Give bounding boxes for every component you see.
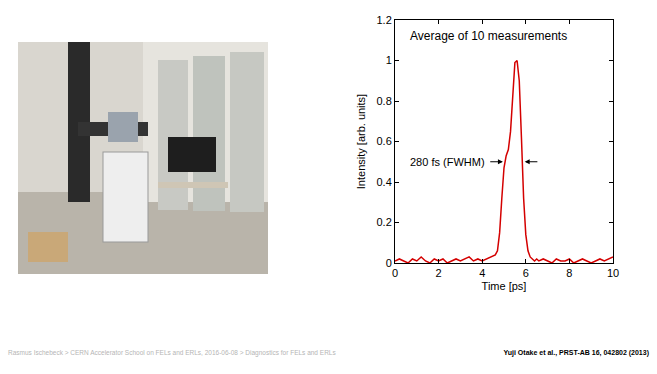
svg-text:280 fs (FWHM): 280 fs (FWHM) — [410, 156, 485, 168]
html-text:Rasmus Ischebeck > CERN Accele: Rasmus Ischebeck > CERN Accelerator Scho… — [8, 349, 336, 356]
svg-text:10: 10 — [607, 267, 619, 279]
svg-text:6: 6 — [523, 267, 529, 279]
svg-text:1.2: 1.2 — [377, 14, 392, 26]
svg-text:4: 4 — [479, 267, 485, 279]
svg-text:8: 8 — [566, 267, 572, 279]
svg-text:0.4: 0.4 — [377, 176, 392, 188]
svg-text:Intensity [arb. units]: Intensity [arb. units] — [355, 94, 367, 189]
svg-text:0.6: 0.6 — [377, 135, 392, 147]
svg-text:Average of 10 measurements: Average of 10 measurements — [410, 29, 567, 43]
svg-text:0: 0 — [392, 267, 398, 279]
html-text:Yuji Otake et al., PRST-AB 16,: Yuji Otake et al., PRST-AB 16, 042802 (2… — [503, 349, 649, 356]
svg-text:0.8: 0.8 — [377, 95, 392, 107]
svg-text:2: 2 — [436, 267, 442, 279]
svg-text:1: 1 — [386, 54, 392, 66]
svg-text:0.2: 0.2 — [377, 216, 392, 228]
svg-text:0: 0 — [386, 257, 392, 269]
svg-text:Time [ps]: Time [ps] — [482, 280, 527, 292]
